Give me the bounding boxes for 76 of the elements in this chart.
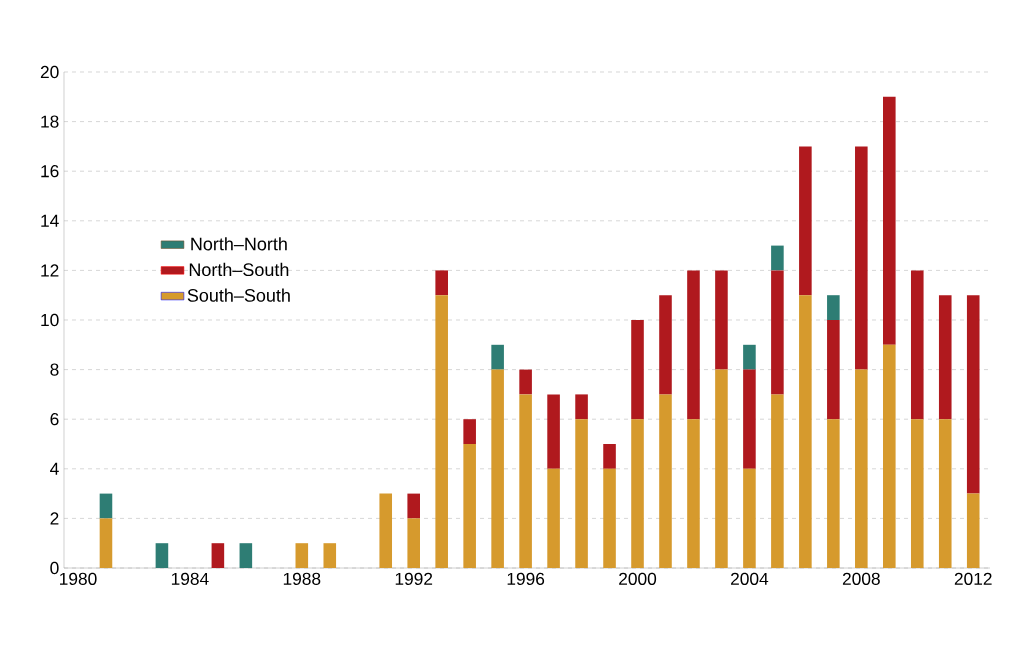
y-tick-label: 14 [41, 214, 59, 227]
y-tick-label: 10 [41, 313, 59, 327]
bar [827, 320, 840, 420]
x-tick-label: 2012 [954, 572, 992, 585]
bar [491, 369, 504, 568]
bar [910, 270, 924, 420]
bar [295, 543, 309, 568]
x-tick-label: 2004 [731, 572, 769, 585]
bar [155, 543, 169, 568]
x-tick-label: 1996 [507, 572, 545, 585]
bar [827, 295, 840, 320]
bar [883, 344, 896, 568]
bar [687, 270, 700, 420]
bar [603, 444, 616, 469]
bar [743, 369, 756, 469]
bar [463, 444, 476, 568]
bar [491, 344, 504, 370]
bar [435, 295, 448, 568]
bar [463, 419, 476, 444]
legend-label: North–South [189, 262, 289, 277]
x-tick-label: 2000 [619, 572, 657, 585]
legend-label: North–North [191, 237, 287, 251]
x-tick-label: 1984 [171, 572, 209, 585]
y-tick-label: 12 [41, 264, 59, 277]
bar [715, 369, 728, 568]
bar [771, 245, 784, 271]
bar [771, 394, 784, 568]
bar [435, 270, 448, 296]
bar [743, 468, 756, 568]
y-tick-label: 2 [50, 512, 59, 525]
y-tick-label: 0 [50, 561, 59, 575]
x-tick-label: 1988 [283, 572, 321, 585]
y-tick-label: 20 [40, 65, 59, 79]
bar [799, 146, 812, 296]
bar [659, 394, 672, 568]
bar [379, 493, 393, 568]
bar [827, 419, 840, 568]
bar [519, 394, 532, 568]
bar [519, 369, 532, 395]
bar [631, 419, 644, 568]
y-tick-label: 18 [41, 115, 59, 128]
x-tick-label: 1992 [395, 572, 433, 585]
bar [855, 146, 868, 370]
bar [855, 369, 868, 568]
bar [239, 543, 253, 568]
bar [547, 394, 560, 469]
bar [603, 468, 616, 568]
bar [407, 493, 420, 519]
x-tick-label: 1980 [60, 572, 97, 585]
bar [771, 270, 784, 395]
bar [938, 295, 952, 420]
bar [938, 419, 952, 568]
bar [715, 270, 728, 370]
bar [547, 468, 560, 568]
bar [799, 295, 812, 568]
bar [687, 419, 700, 568]
bar [211, 543, 225, 568]
bar [910, 419, 924, 568]
bar [99, 518, 113, 568]
bar [659, 295, 672, 395]
bar [966, 493, 980, 568]
bar [883, 96, 896, 345]
legend-label: South–South [187, 288, 290, 302]
y-tick-label: 8 [50, 363, 59, 376]
bar [407, 518, 420, 568]
bar [631, 320, 644, 420]
y-tick-label: 6 [50, 413, 59, 426]
bar [575, 394, 588, 420]
bar [323, 543, 337, 568]
bar [966, 295, 980, 494]
y-tick-label: 4 [50, 462, 59, 475]
bar [575, 419, 588, 568]
bar [99, 493, 113, 519]
bar [743, 344, 756, 370]
y-tick-label: 16 [41, 165, 59, 178]
x-tick-label: 2008 [842, 572, 880, 585]
